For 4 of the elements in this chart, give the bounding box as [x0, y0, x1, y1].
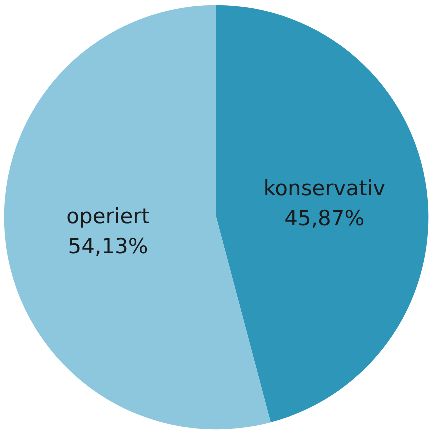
data-label: 54,13%: [68, 234, 148, 259]
slice-label: konservativ: [264, 176, 386, 200]
slice-label: operiert: [66, 204, 150, 229]
data-label: 45,87%: [284, 206, 365, 230]
